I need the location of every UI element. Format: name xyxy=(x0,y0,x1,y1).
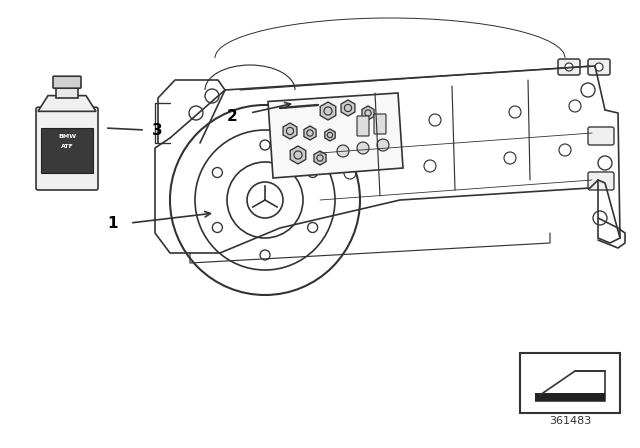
Circle shape xyxy=(565,63,573,71)
FancyBboxPatch shape xyxy=(588,172,614,190)
Circle shape xyxy=(212,223,222,233)
Text: 361483: 361483 xyxy=(549,416,591,426)
Polygon shape xyxy=(320,102,336,120)
Bar xyxy=(56,86,78,98)
Polygon shape xyxy=(38,95,96,112)
Text: 2: 2 xyxy=(227,108,238,124)
FancyBboxPatch shape xyxy=(588,59,610,75)
Circle shape xyxy=(260,250,270,260)
Polygon shape xyxy=(304,126,316,140)
Circle shape xyxy=(308,223,317,233)
Circle shape xyxy=(357,142,369,154)
FancyBboxPatch shape xyxy=(374,114,386,134)
FancyBboxPatch shape xyxy=(588,127,614,145)
FancyBboxPatch shape xyxy=(558,59,580,75)
Text: ATF: ATF xyxy=(61,143,74,148)
Polygon shape xyxy=(325,129,335,141)
Polygon shape xyxy=(283,123,297,139)
FancyBboxPatch shape xyxy=(357,116,369,136)
Circle shape xyxy=(337,145,349,157)
Circle shape xyxy=(595,63,603,71)
FancyBboxPatch shape xyxy=(36,107,98,190)
Polygon shape xyxy=(314,151,326,165)
Circle shape xyxy=(308,168,317,177)
Polygon shape xyxy=(268,93,403,178)
Text: 3: 3 xyxy=(152,122,163,138)
Polygon shape xyxy=(362,106,374,120)
Text: 1: 1 xyxy=(108,215,118,231)
Polygon shape xyxy=(290,146,306,164)
Circle shape xyxy=(260,140,270,150)
Polygon shape xyxy=(341,100,355,116)
Bar xyxy=(41,128,93,173)
FancyBboxPatch shape xyxy=(53,76,81,88)
Text: BMW: BMW xyxy=(58,134,76,138)
Bar xyxy=(520,353,620,413)
Circle shape xyxy=(212,168,222,177)
Polygon shape xyxy=(535,393,605,401)
Circle shape xyxy=(377,139,389,151)
